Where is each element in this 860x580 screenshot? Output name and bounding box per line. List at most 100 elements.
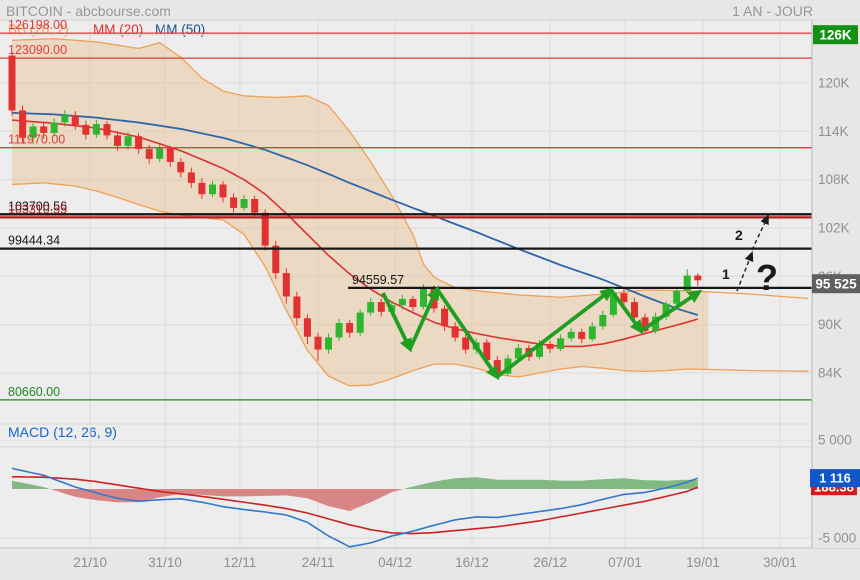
candle xyxy=(325,333,332,354)
candle xyxy=(135,133,143,154)
axis-tick: 108K xyxy=(818,172,850,187)
projection-arrow[interactable] xyxy=(736,251,754,292)
date-tick: 31/10 xyxy=(148,555,182,570)
macd-axis-tick: 5 000 xyxy=(818,433,852,448)
level-label: 94559.57 xyxy=(352,273,404,287)
candle xyxy=(209,180,216,198)
date-tick: 26/12 xyxy=(533,555,567,570)
plot-background xyxy=(0,20,812,548)
date-tick: 19/01 xyxy=(686,555,720,570)
axis-tick: 120K xyxy=(818,76,850,91)
candle xyxy=(641,313,649,335)
candle xyxy=(303,314,311,344)
macd-panel xyxy=(11,467,699,548)
axis-tick: 102K xyxy=(818,221,850,236)
candle xyxy=(377,298,385,317)
candle xyxy=(261,209,269,251)
candle xyxy=(599,311,607,330)
support-resistance-levels: 126198.00 123090.00 111970.00 103700.561033… xyxy=(0,18,812,401)
candle xyxy=(588,322,596,342)
candle xyxy=(409,295,417,311)
level-label: 103700.56 xyxy=(8,199,67,213)
date-axis: 21/10 31/10 12/11 24/11 04/12 16/12 26/12 07/01… xyxy=(73,555,797,570)
macd-value-badge xyxy=(810,469,860,488)
trend-arrows[interactable] xyxy=(381,285,703,381)
candle xyxy=(166,145,174,167)
annotation-label: 2 xyxy=(735,227,743,243)
candle xyxy=(462,333,470,354)
macd-axis-tick: -5 000 xyxy=(818,531,856,546)
candle xyxy=(29,123,37,145)
candle xyxy=(673,287,681,307)
candle xyxy=(662,301,670,320)
candle xyxy=(19,105,27,143)
trend-arrow[interactable] xyxy=(639,289,703,333)
timeframe-label: 1 AN - JOUR xyxy=(732,3,813,19)
level-label: 99444.34 xyxy=(8,234,60,248)
trend-arrow[interactable] xyxy=(609,288,644,335)
candle xyxy=(620,289,628,307)
last-price-badge xyxy=(812,274,860,294)
level-label: 103310.55 xyxy=(8,202,67,216)
candle xyxy=(694,273,702,286)
candle xyxy=(219,181,227,203)
candle xyxy=(82,120,90,140)
bollinger-band xyxy=(11,38,809,387)
axis-tick: 90K xyxy=(818,317,842,332)
candle xyxy=(240,195,248,212)
candle xyxy=(441,305,449,332)
page-title: BITCOIN - abcbourse.com xyxy=(6,3,171,19)
date-tick: 04/12 xyxy=(378,555,412,570)
axis-tick: 114K xyxy=(818,124,849,139)
candle xyxy=(92,120,100,138)
candle xyxy=(61,110,69,127)
annotation-arrows[interactable]: 1 2? xyxy=(722,214,778,298)
trend-arrow[interactable] xyxy=(435,287,500,381)
trend-arrow[interactable] xyxy=(408,285,439,350)
candle xyxy=(71,111,79,130)
projection-arrow[interactable] xyxy=(751,214,769,251)
date-tick: 21/10 xyxy=(73,555,107,570)
axis-tick: 126K xyxy=(819,28,852,43)
candle xyxy=(40,121,48,139)
candle xyxy=(683,269,691,294)
candle xyxy=(578,328,586,344)
candle xyxy=(103,120,111,140)
candle xyxy=(124,132,132,150)
date-tick: 07/01 xyxy=(608,555,642,570)
level-axis-badge xyxy=(813,25,858,45)
level-label: 111970.00 xyxy=(8,133,65,147)
candle xyxy=(177,157,185,178)
candle xyxy=(546,340,554,353)
candle xyxy=(367,298,375,316)
candle xyxy=(230,193,238,213)
candle xyxy=(50,118,58,137)
mm50-line xyxy=(11,111,699,316)
candle xyxy=(293,291,301,326)
annotation-label: 1 xyxy=(722,266,730,282)
candle xyxy=(198,178,206,199)
level-label: 80660.00 xyxy=(8,385,60,399)
candle xyxy=(335,319,343,341)
macd-value: 1 116 xyxy=(819,471,851,486)
candle xyxy=(631,298,638,322)
last-price-value: 95 525 xyxy=(815,277,857,292)
candle xyxy=(282,268,290,304)
date-tick: 24/11 xyxy=(302,555,335,570)
level-label: 123090.00 xyxy=(8,43,67,57)
date-tick: 30/01 xyxy=(763,555,797,570)
axis-tick: 84K xyxy=(818,366,842,381)
candle xyxy=(504,354,512,377)
candle xyxy=(398,294,406,310)
trend-arrow[interactable] xyxy=(381,292,412,353)
level-label: 126198.00 xyxy=(8,18,67,32)
candle xyxy=(567,327,575,342)
candle xyxy=(187,167,195,188)
candle xyxy=(8,51,16,116)
candle xyxy=(272,240,280,279)
trend-arrow[interactable] xyxy=(495,287,615,379)
annotation-label: ? xyxy=(756,257,778,298)
